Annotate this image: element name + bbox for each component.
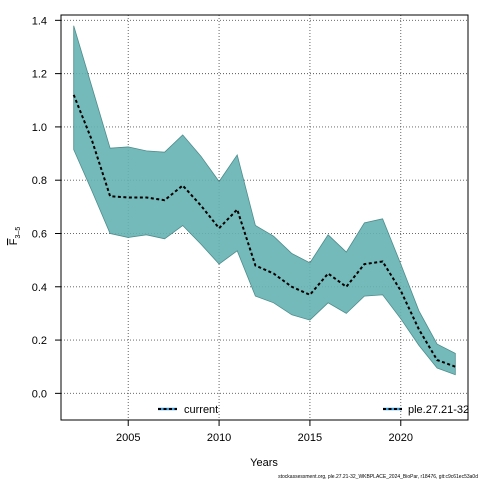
median-line [72, 94, 456, 368]
y-tick-label: 0.8 [32, 175, 47, 187]
x-tick-label: 2020 [389, 432, 413, 444]
y-axis-title-sub: 3–5 [15, 227, 22, 239]
y-tick-label: 0.4 [32, 282, 47, 294]
y-tick-label: 0.6 [32, 228, 47, 240]
y-tick-label: 1.2 [32, 69, 47, 81]
y-tick-label: 0.0 [32, 388, 47, 400]
svg-text:F3–5: F3–5 [8, 227, 22, 246]
legend-item-current: current [158, 404, 218, 416]
x-axis-ticks: 2005 2010 2015 2020 [116, 420, 413, 444]
y-axis-ticks: 0.0 0.2 0.4 0.6 0.8 1.0 1.2 1.4 [32, 15, 61, 400]
x-tick-label: 2015 [298, 432, 322, 444]
legend-item-stock: ple.27.21-32 [383, 404, 469, 416]
confidence-band [73, 25, 456, 376]
x-tick-label: 2010 [207, 432, 231, 444]
plot-frame [60, 14, 469, 421]
y-axis-title-main: F [8, 238, 20, 245]
footnote: stockassessment.org, ple.27.21-32_WKBPLA… [278, 474, 478, 480]
y-tick-label: 1.0 [32, 122, 47, 134]
x-tick-label: 2005 [116, 432, 140, 444]
y-axis-title: F3–5 [8, 227, 22, 246]
legend: current ple.27.21-32 [158, 404, 469, 416]
y-tick-label: 0.2 [32, 335, 47, 347]
x-axis-title: Years [250, 457, 278, 469]
legend-label-stock: ple.27.21-32 [408, 404, 469, 416]
legend-label-current: current [184, 404, 218, 416]
y-tick-label: 1.4 [32, 15, 47, 27]
